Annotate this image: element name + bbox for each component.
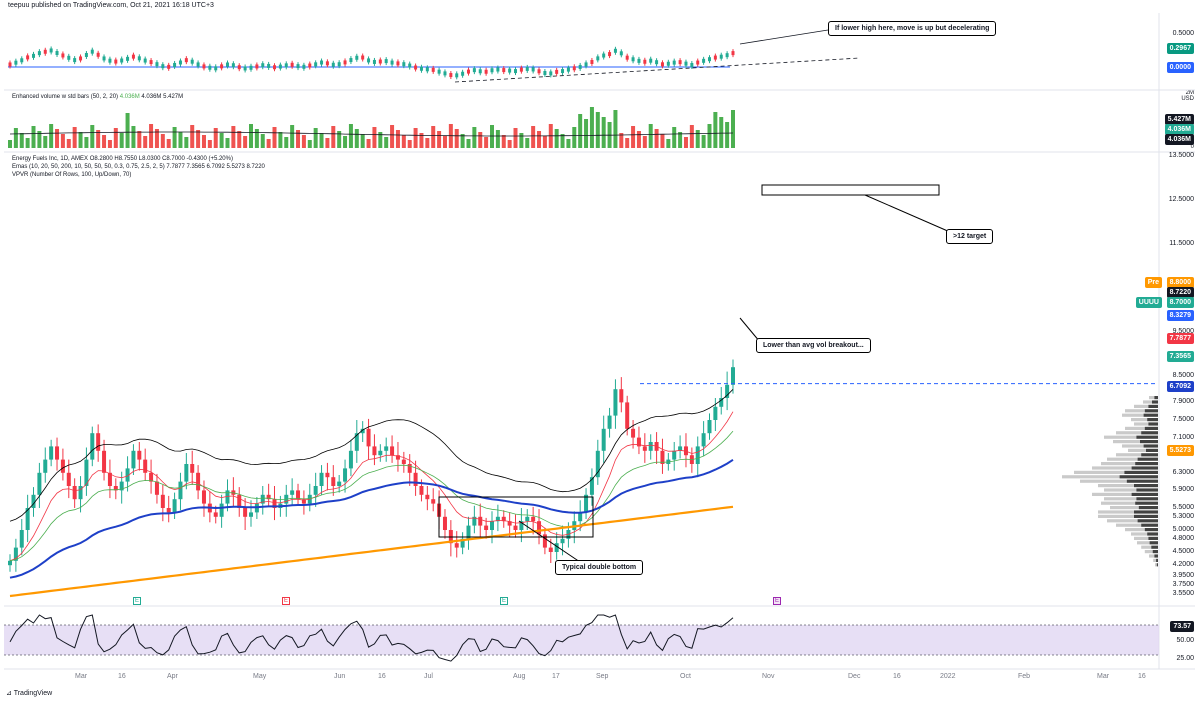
earnings-marker-1[interactable]: E [133, 597, 142, 605]
note-double-bottom: Typical double bottom [555, 560, 644, 575]
price-axis-tick: 7.5000 [1172, 416, 1194, 423]
price-axis-tick: 7.9000 [1172, 398, 1194, 406]
volume-indicator-name: Enhanced volume w std bars (50, 2, 20) [12, 94, 119, 100]
ticker-chip: UUUU [1135, 297, 1162, 308]
volume-value-3: 5.427M [163, 94, 184, 100]
premium-zero-chip: 0.0000 [1166, 62, 1194, 73]
time-axis-tick: Jul [424, 673, 433, 680]
last-price-chip: 8.7000 [1166, 297, 1194, 308]
tradingview-logo: ⊿ TradingView [6, 689, 52, 697]
price-axis-tick: 3.9500 [1172, 572, 1194, 580]
time-axis-tick: 2022 [940, 673, 956, 680]
time-axis-tick: Oct [680, 673, 691, 680]
rsi-indicator-name: Enhanced RSI (10, 5, 2, close) [12, 610, 94, 616]
earnings-marker-2[interactable]: E [282, 597, 291, 605]
price-pane: Energy Fuels Inc, 1D, AMEX O8.2800 H8.75… [4, 153, 1159, 604]
note-lower-high: If lower high here, move is up but decel… [828, 21, 997, 36]
premium-value-2: 0.3049 [187, 16, 208, 22]
price-axis-tick: 12.5000 [1168, 196, 1194, 203]
rsi-axis-50: 50.00 [1176, 637, 1194, 644]
price-legend-line1: Energy Fuels Inc, 1D, AMEX O8.2800 H8.75… [12, 156, 233, 162]
price-legend-line3: VPVR (Number Of Rows, 100, Up/Down, 70) [12, 172, 132, 178]
rsi-chip: 73.57 [1170, 621, 1194, 632]
price-axis-tick: 3.7500 [1172, 581, 1194, 588]
volume-chip-2: 4.036M [1164, 124, 1194, 135]
ema50-chip: 6.7092 [1166, 381, 1194, 392]
time-axis-tick: Apr [167, 673, 178, 680]
premium-value-4: 0.2967 [227, 16, 248, 22]
price-axis-tick: 8.5000 [1172, 372, 1194, 379]
price-axis-tick: 3.5500 [1172, 589, 1194, 597]
volume-chip-1: 5.427M [1164, 114, 1194, 125]
premium-last-chip: 0.2967 [1166, 43, 1194, 54]
volume-axis-zero: 0 [1190, 144, 1194, 150]
earnings-marker-4[interactable]: E [773, 597, 782, 605]
price-axis-tick: 4.8000 [1172, 534, 1194, 542]
ema10-chip: 7.7877 [1166, 333, 1194, 344]
rsi-label: Enhanced RSI (10, 5, 2, close) 73.57 [12, 610, 110, 616]
note-target: >12 target [946, 229, 994, 244]
earnings-marker-3[interactable]: E [500, 597, 509, 605]
time-axis-tick: May [253, 673, 267, 680]
premium-label: Premium/discount to mean (50, 50, 10, 10… [12, 16, 268, 22]
premium-value-1: 0.2341 [169, 16, 188, 22]
time-axis-tick: Sep [596, 673, 609, 680]
time-axis-tick: Aug [513, 673, 526, 680]
volume-axis-top: 2M [1185, 90, 1194, 96]
brand-name: TradingView [13, 690, 53, 697]
volume-value-2: 4.036M [141, 94, 162, 100]
time-axis-tick: Mar [75, 673, 88, 680]
price-axis-tick: 5.0000 [1172, 526, 1194, 533]
price-axis-tick: 4.2000 [1172, 561, 1194, 569]
price-axis-tick: 5.9000 [1172, 486, 1194, 494]
time-axis-tick: 17 [552, 673, 560, 680]
tv-logo-icon: ⊿ [6, 690, 12, 697]
time-axis-tick: Dec [848, 673, 861, 680]
price-axis-tick: 7.1000 [1172, 433, 1194, 441]
premium-axis-05: 0.5000 [1172, 30, 1194, 37]
premium-value-5: 0.0000 [247, 16, 268, 22]
time-axis-tick: 16 [378, 673, 386, 680]
volume-value-1: 4.036M [119, 94, 140, 100]
rsi-value: 73.57 [95, 610, 111, 616]
price-axis-tick: 4.5000 [1172, 548, 1194, 555]
volume-label: Enhanced volume w std bars (50, 2, 20) 4… [12, 94, 183, 100]
premium-indicator-name: Premium/discount to mean (50, 50, 10, 10… [12, 16, 168, 22]
time-axis-tick: Nov [762, 673, 775, 680]
ema200-chip: 5.5273 [1166, 445, 1194, 456]
price-axis-tick: 5.5000 [1172, 504, 1194, 511]
time-axis-tick: 16 [1138, 673, 1146, 680]
time-axis-tick: 16 [893, 673, 901, 680]
price-axis-tick: 11.5000 [1169, 240, 1194, 247]
time-axis-tick: Feb [1018, 673, 1031, 680]
pre-market-chip: 8.8000 [1166, 277, 1194, 288]
volume-chip-3: 4.036M [1164, 134, 1194, 145]
volume-axis-unit: USD [1181, 96, 1194, 102]
dashed-level-chip: 8.3279 [1166, 310, 1194, 321]
rsi-axis-25: 25.00 [1176, 655, 1194, 662]
price-axis-tick: 5.3000 [1172, 512, 1194, 520]
premium-values: 0.2341 0.3049 0.1969 0.2967 0.0000 [169, 16, 267, 22]
pre-market-label-chip: Pre [1144, 277, 1162, 288]
price-legend-line2: Emas (10, 20, 50, 200, 10, 50, 50, 50, 0… [12, 164, 265, 170]
publish-header: teepuu published on TradingView.com, Oct… [8, 2, 214, 9]
price-axis-tick: 6.3000 [1172, 468, 1194, 476]
premium-value-3: 0.1969 [207, 16, 228, 22]
upper-band-chip: 8.7220 [1166, 287, 1194, 298]
volume-pane: Enhanced volume w std bars (50, 2, 20) 4… [4, 91, 1159, 151]
note-breakout: Lower than avg vol breakout... [756, 338, 871, 353]
price-axis-tick: 13.5000 [1168, 152, 1194, 159]
time-axis-tick: Mar [1097, 673, 1110, 680]
time-axis-tick: 16 [118, 673, 126, 680]
ema20-chip: 7.3565 [1166, 351, 1194, 362]
rsi-pane: Enhanced RSI (10, 5, 2, close) 73.57 [4, 608, 1159, 668]
time-axis-tick: Jun [334, 673, 346, 680]
price-axis-tick: 9.5000 [1172, 328, 1194, 335]
